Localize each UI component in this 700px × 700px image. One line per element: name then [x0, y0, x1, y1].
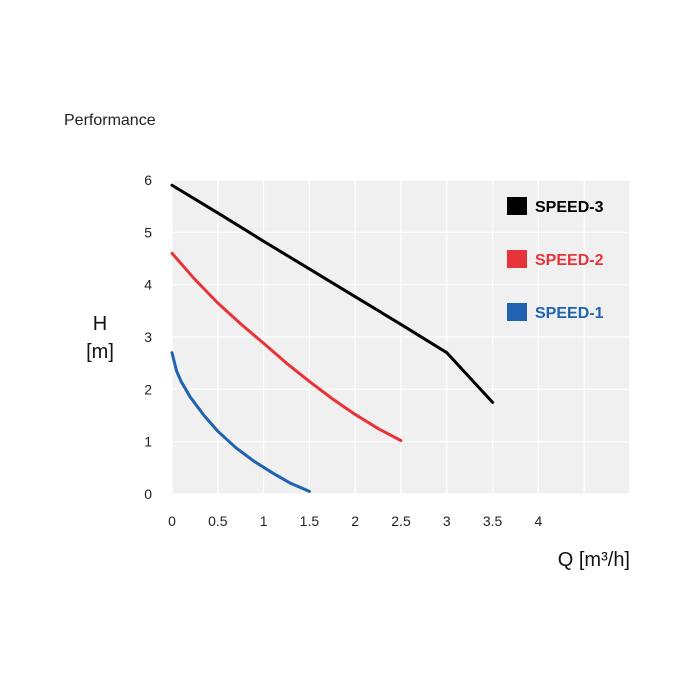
- legend-label-speed-2: SPEED-2: [535, 252, 604, 269]
- legend-label-speed-3: SPEED-3: [535, 199, 604, 216]
- page-title: Performance: [64, 112, 156, 129]
- y-axis-label: H: [93, 313, 107, 335]
- x-tick-label: 3.5: [483, 513, 503, 529]
- legend-label-speed-1: SPEED-1: [535, 305, 604, 322]
- legend-swatch-speed-3: [507, 197, 527, 215]
- y-tick-label: 0: [144, 486, 152, 502]
- grid: [171, 179, 631, 495]
- series-line-speed-1: [170, 351, 311, 493]
- y-tick-label: 1: [144, 434, 152, 450]
- x-axis-label: Q [m³/h]: [558, 549, 630, 571]
- x-tick-label: 4: [535, 513, 543, 529]
- series-line-speed-3: [170, 183, 495, 404]
- y-tick-label: 3: [144, 329, 152, 345]
- x-tick-label: 1.5: [300, 513, 320, 529]
- series-lines: [170, 183, 495, 493]
- y-axis-label-unit: [m]: [86, 341, 114, 363]
- y-tick-label: 2: [144, 381, 152, 397]
- x-tick-label: 0.5: [208, 513, 228, 529]
- x-tick-label: 2: [351, 513, 359, 529]
- legend-swatch-speed-2: [507, 250, 527, 268]
- y-tick-label: 6: [144, 172, 152, 188]
- y-tick-label: 4: [144, 277, 152, 293]
- x-tick-label: 2.5: [391, 513, 411, 529]
- x-tick-label: 3: [443, 513, 451, 529]
- series-line-speed-2: [170, 251, 403, 443]
- x-tick-label: 1: [260, 513, 268, 529]
- x-tick-label: 0: [168, 513, 176, 529]
- legend-swatch-speed-1: [507, 303, 527, 321]
- y-tick-label: 5: [144, 224, 152, 240]
- legend: SPEED-3 SPEED-2 SPEED-1: [507, 197, 604, 322]
- tick-labels: 0 0.5 1 1.5 2 2.5 3 3.5 4 0 1 2 3 4 5 6: [144, 172, 542, 529]
